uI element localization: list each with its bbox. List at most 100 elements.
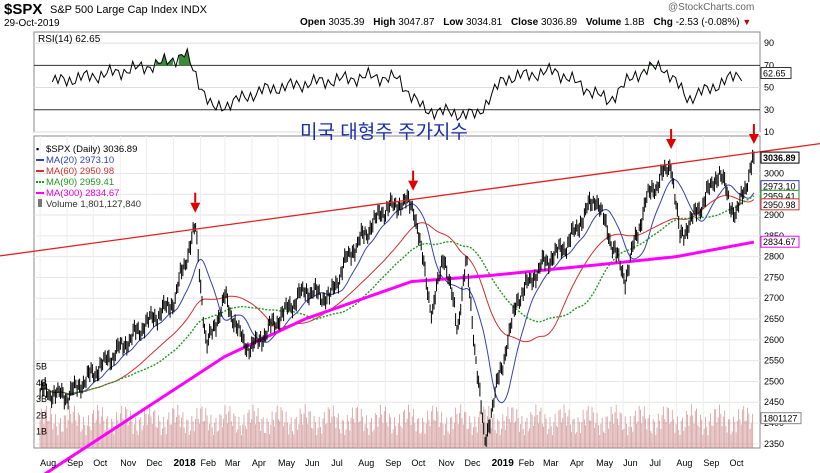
volume-bars [39,404,754,448]
volume-value: 1.8B [624,17,645,28]
volume-last-box [760,412,802,425]
x-axis-label: Dec [146,458,163,468]
chart-date: 29-Oct-2019 [4,18,60,29]
x-axis-label: Oct [93,458,108,468]
close-label: Close [510,17,539,28]
x-axis-label: Oct [411,458,426,468]
index-fullname: S&P 500 Large Cap Index [50,4,178,16]
legend-ma20: MA(20) 2973.10 [46,155,114,166]
x-axis-label: Feb [519,458,535,468]
price-bars [39,149,755,447]
volume-tick-label: 1B [36,427,47,437]
ohlc-summary: Open 3035.39 High 3047.87 Low 3034.81 Cl… [300,17,751,28]
x-axis-label: Jun [623,458,638,468]
low-label: Low [443,17,464,28]
x-axis-label: Aug [40,458,56,468]
x-axis-label: Aug [676,458,692,468]
legend-ma60: MA(60) 2950.98 [46,166,114,177]
x-axis-label: Sep [703,458,719,468]
peak-arrow-icon [748,134,759,145]
open-value: 3035.39 [328,17,365,28]
volume-last-value: 1801127 [763,414,797,424]
rsi-panel: 10 30 50 70 90 62.65 RSI(14) 62.65 [33,31,792,137]
chg-value: -2.53 (-0.08%) [675,17,740,28]
right-value-label: 2834.67 [763,237,796,247]
x-axis-label: Aug [358,458,374,468]
x-axis-label: Nov [438,458,455,468]
right-value-box [760,151,800,164]
x-axis-label: Jun [305,458,320,468]
rsi-legend: RSI(14) 62.65 [38,34,101,45]
volume-tick-label: 3B [36,394,47,404]
rsi-series-line [51,47,743,122]
down-arrow-icon: ▼ [742,17,752,27]
rsi-overbought-fill [155,48,653,66]
x-axis-label: Sep [67,458,83,468]
x-axis-label: Apr [570,458,584,468]
rsi-last-box [760,67,792,79]
rsi-tick-label: 10 [764,127,774,137]
high-value: 3047.87 [398,17,435,28]
index-name: S&P 500 Large Cap Index INDX [50,4,207,16]
x-axis-label: Feb [200,458,216,468]
x-axis-label: May [596,458,614,468]
rsi-tick-label: 70 [764,60,774,70]
price-tick-label: 2600 [764,335,784,345]
chg-label: Chg [653,17,673,28]
rsi-last-value: 62.65 [763,69,786,79]
x-axis-label: Jul [331,458,343,468]
right-value-box [760,198,800,211]
rsi-tick-label: 90 [764,38,774,48]
legend-ma300: MA(300) 2834.67 [46,188,119,199]
price-tick-label: 2900 [764,210,784,220]
x-axis-label: Jul [649,458,661,468]
rsi-grid [34,42,760,133]
rsi-tick-label: 50 [764,83,774,93]
volume-tick-label: 5B [36,362,47,372]
x-axis-label: Mar [543,458,559,468]
price-tick-label: 2450 [764,397,784,407]
ma90-line [39,195,755,395]
stockcharts-logo[interactable]: @StockCharts.com [668,2,755,13]
right-value-label: 2959.41 [763,191,796,201]
legend-ma90: MA(90) 2959.41 [46,177,114,188]
price-legend: $SPX (Daily) 3036.89 MA(20) 2973.10 MA(6… [36,144,141,210]
right-value-box [760,235,800,248]
legend-price: $SPX (Daily) 3036.89 [46,144,137,155]
exchange-code: INDX [180,4,207,16]
low-value: 3034.81 [466,17,503,28]
rsi-tick-labels: 10 30 50 70 90 62.65 [760,38,792,137]
x-axis-label: May [278,458,296,468]
price-panel: 2350240024502500255026002650270027502800… [0,121,820,473]
price-tick-label: 2750 [764,272,784,282]
volume-tick-label: 2B [36,410,47,420]
price-tick-label: 2700 [764,293,784,303]
x-axis-label: Apr [252,458,266,468]
x-axis-label: Dec [465,458,482,468]
price-frame [33,135,761,449]
price-tick-label: 2650 [764,314,784,324]
rsi-tick-label: 30 [764,105,774,115]
peak-arrows [190,124,759,213]
right-value-label: 2950.98 [763,200,796,210]
x-axis-label: Nov [120,458,137,468]
volume-label: Volume [585,17,622,28]
x-axis-label: 2019 [492,458,515,469]
rsi-overbought-area [155,53,173,66]
x-axis-labels: Aug Sep Oct Nov Dec 2018 Feb Mar Apr May Jun Jul Aug… [40,458,744,469]
right-value-label: 2973.10 [763,182,796,192]
x-axis-label: Mar [225,458,241,468]
legend-volume-swatch [38,199,42,207]
ma300-line [43,240,755,473]
peak-arrow-icon [666,139,677,150]
ma60-line [39,195,755,395]
peak-arrow-icon [408,180,419,191]
rsi-line [51,47,743,122]
price-grid [34,136,760,448]
rsi-frame [33,31,761,133]
x-axis-label: 2018 [173,458,196,469]
legend-price-swatch: ▪ [36,144,39,154]
right-value-label: 3036.89 [763,153,796,163]
